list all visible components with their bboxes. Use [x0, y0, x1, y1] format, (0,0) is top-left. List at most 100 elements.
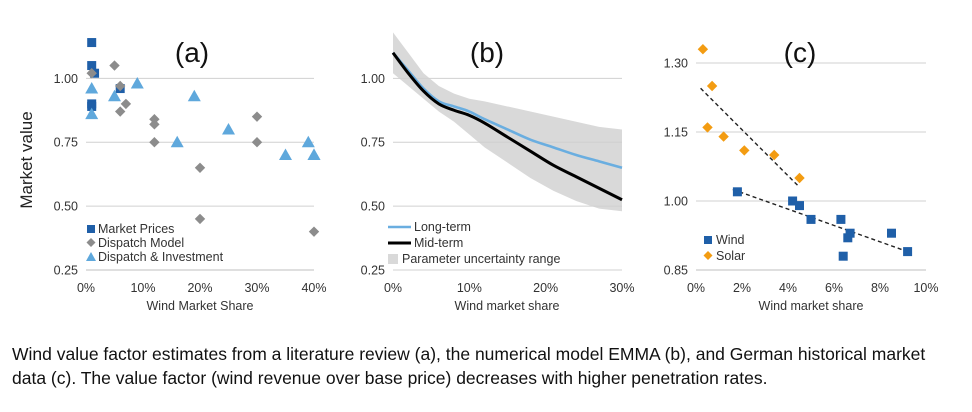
dispatch-investment-point: [130, 76, 144, 89]
legend-dispatch-investment-swatch: [86, 252, 96, 261]
solar-point: [702, 122, 713, 133]
legend-dispatch-investment-label: Dispatch & Investment: [98, 250, 224, 264]
x-tick-label: 20%: [187, 281, 212, 295]
legend-dispatch-model-label: Dispatch Model: [98, 236, 184, 250]
panel-b-gridlines: [393, 77, 622, 271]
y-tick-label: 0.25: [361, 264, 385, 278]
legend-uncertainty-swatch: [388, 254, 398, 264]
uncertainty-band: [393, 32, 622, 212]
wind-point: [887, 228, 896, 238]
wind-trendline: [732, 188, 908, 253]
x-tick-label: 6%: [825, 281, 843, 295]
solar-point: [718, 131, 729, 142]
y-tick-label: 1.15: [664, 126, 688, 140]
y-tick-label: 0.50: [361, 200, 385, 214]
y-tick-label: 0.75: [54, 136, 78, 150]
y-tick-label: 1.00: [664, 195, 688, 209]
x-tick-label: 30%: [609, 281, 634, 295]
mid-term-line: [391, 51, 623, 202]
solar-point: [739, 145, 750, 156]
panel-a-xlabel: Wind Market Share: [147, 299, 254, 313]
dispatch-investment-point: [279, 148, 292, 160]
legend-dispatch-model-swatch: [86, 238, 96, 247]
panel-c: 0.85 1.00 1.15 1.30 0% 2% 4% 6% 8% 10% (c) Wind m…: [664, 37, 939, 313]
wind-point: [843, 233, 853, 243]
panel-a-title: (a): [175, 37, 209, 68]
x-tick-label: 0%: [77, 281, 95, 295]
dispatch-model-point: [115, 80, 126, 92]
dispatch-model-point: [194, 162, 206, 173]
x-tick-label: 10%: [457, 281, 482, 295]
market-prices-point: [87, 38, 97, 48]
dispatch-model-point: [251, 111, 263, 122]
y-tick-label: 0.50: [54, 200, 78, 214]
panel-c-markers: [697, 44, 913, 261]
dispatch-model-point: [115, 106, 126, 117]
wind-point: [903, 247, 913, 257]
x-tick-label: 40%: [301, 281, 326, 295]
dispatch-model-point: [149, 137, 160, 148]
panel-b: 0.25 0.50 0.75 1.00 0% 10% 20% 30% (b) Wind mar…: [361, 32, 635, 313]
dispatch-investment-point: [85, 107, 99, 120]
legend-wind-swatch: [704, 236, 712, 244]
dispatch-investment-point: [301, 135, 315, 148]
dispatch-investment-point: [222, 122, 235, 135]
solar-point: [794, 172, 805, 184]
legend-market-prices-label: Market Prices: [98, 222, 174, 236]
solar-point: [697, 44, 709, 55]
panel-c-axis-ticks: 0.85 1.00 1.15 1.30 0% 2% 4% 6% 8% 10%: [664, 57, 939, 296]
y-tick-label: 1.30: [664, 57, 688, 71]
panel-b-title: (b): [470, 37, 504, 68]
panel-c-legend: Wind Solar: [703, 233, 745, 263]
y-tick-label: 0.85: [664, 264, 688, 278]
x-tick-label: 8%: [871, 281, 889, 295]
y-tick-label: 1.00: [361, 72, 385, 86]
wind-point: [838, 251, 848, 261]
solar-point: [769, 149, 780, 161]
legend-solar-swatch: [703, 251, 713, 260]
dispatch-investment-point: [307, 148, 321, 160]
solar-trendline: [700, 87, 800, 188]
panel-c-title: (c): [784, 37, 817, 68]
wind-point: [788, 196, 798, 206]
x-tick-label: 4%: [779, 281, 797, 295]
dispatch-model-point: [149, 119, 160, 130]
figure: Market value 0.25 0.50 0.75 1.00 0% 10% 20% 30%…: [17, 32, 939, 313]
dispatch-model-point: [251, 137, 263, 148]
y-axis-label: Market value: [17, 111, 36, 208]
dispatch-model-point: [308, 226, 320, 237]
x-tick-label: 0%: [384, 281, 402, 295]
legend-uncertainty-label: Parameter uncertainty range: [402, 252, 560, 266]
dispatch-model-point: [86, 68, 97, 79]
solar-point: [706, 80, 718, 92]
dispatch-investment-point: [170, 135, 184, 148]
y-tick-label: 0.75: [361, 136, 385, 150]
x-tick-label: 30%: [244, 281, 269, 295]
long-term-line: [392, 51, 623, 170]
legend-long-term-label: Long-term: [414, 220, 471, 234]
dispatch-investment-point: [85, 82, 99, 94]
dispatch-model-point: [120, 98, 132, 110]
x-tick-label: 20%: [533, 281, 558, 295]
y-tick-label: 1.00: [54, 72, 78, 86]
panel-c-trendlines: [700, 87, 908, 253]
panel-b-xlabel: Wind market share: [455, 299, 560, 313]
dispatch-investment-point: [108, 89, 121, 102]
wind-point: [732, 187, 742, 197]
x-tick-label: 10%: [913, 281, 938, 295]
wind-point: [836, 214, 846, 224]
market-prices-point: [87, 61, 97, 71]
panel-a: 0.25 0.50 0.75 1.00 0% 10% 20% 30% 40% (a) Wind …: [54, 37, 327, 313]
legend-solar-label: Solar: [716, 249, 745, 263]
figure-caption: Wind value factor estimates from a liter…: [12, 344, 926, 388]
legend-market-prices-swatch: [87, 225, 95, 233]
x-tick-label: 10%: [130, 281, 155, 295]
y-tick-label: 0.25: [54, 264, 78, 278]
panel-a-markers: [85, 38, 321, 237]
wind-point: [806, 214, 816, 224]
dispatch-model-point: [109, 60, 120, 71]
x-tick-label: 0%: [687, 281, 705, 295]
panel-a-axis-ticks: 0.25 0.50 0.75 1.00 0% 10% 20% 30% 40%: [54, 72, 327, 295]
wind-point: [795, 201, 804, 211]
market-prices-point: [87, 101, 97, 111]
